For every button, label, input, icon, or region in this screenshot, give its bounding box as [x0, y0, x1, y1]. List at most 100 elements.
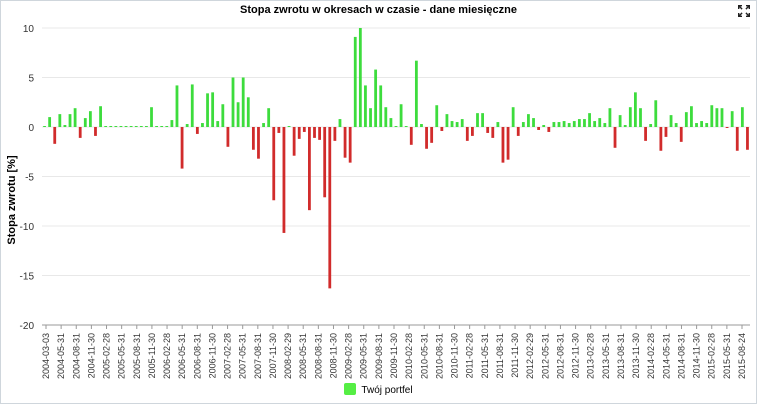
bar[interactable] [654, 100, 658, 127]
bar[interactable] [236, 102, 240, 127]
bar[interactable] [476, 113, 479, 127]
bar[interactable] [746, 127, 749, 150]
bar[interactable] [567, 123, 571, 127]
bar[interactable] [262, 123, 265, 127]
bar[interactable] [603, 123, 607, 127]
bar[interactable] [175, 85, 179, 127]
bar[interactable] [53, 127, 57, 144]
bar[interactable] [333, 127, 337, 141]
bar[interactable] [715, 108, 719, 127]
bar[interactable] [139, 126, 143, 127]
bar[interactable] [389, 118, 393, 127]
bar[interactable] [542, 125, 546, 127]
bar[interactable] [216, 121, 220, 127]
bar[interactable] [231, 77, 235, 128]
bar[interactable] [496, 122, 500, 127]
bar[interactable] [358, 28, 362, 127]
bar[interactable] [460, 119, 464, 127]
bar[interactable] [659, 127, 663, 151]
bar[interactable] [48, 117, 52, 127]
bar[interactable] [465, 127, 469, 141]
bar[interactable] [185, 124, 189, 127]
bar[interactable] [511, 107, 515, 127]
bar[interactable] [572, 121, 576, 127]
bar[interactable] [710, 105, 714, 127]
bar[interactable] [684, 112, 688, 127]
bar[interactable] [63, 125, 67, 127]
bar[interactable] [292, 127, 296, 156]
bar[interactable] [379, 85, 383, 127]
bar[interactable] [206, 93, 209, 127]
bar[interactable] [425, 127, 428, 149]
bar[interactable] [552, 122, 556, 127]
bar[interactable] [302, 127, 306, 132]
bar[interactable] [73, 108, 77, 127]
bar[interactable] [251, 127, 255, 150]
bar[interactable] [257, 127, 260, 159]
bar[interactable] [201, 123, 204, 127]
bar[interactable] [471, 127, 474, 136]
bar[interactable] [272, 127, 276, 201]
bar[interactable] [277, 127, 281, 133]
bar[interactable] [190, 84, 194, 127]
bar[interactable] [313, 127, 316, 138]
bar[interactable] [623, 125, 627, 127]
bar[interactable] [562, 121, 566, 127]
bar[interactable] [700, 121, 704, 127]
bar[interactable] [104, 126, 108, 127]
expand-icon[interactable] [737, 4, 751, 18]
bar[interactable] [481, 113, 484, 127]
bar[interactable] [435, 105, 439, 127]
bar[interactable] [308, 127, 311, 211]
bar[interactable] [124, 126, 128, 127]
bar[interactable] [394, 126, 398, 127]
bar[interactable] [226, 127, 230, 147]
bar[interactable] [287, 126, 291, 127]
bar[interactable] [639, 108, 642, 127]
bar[interactable] [297, 127, 301, 139]
bar[interactable] [644, 127, 647, 141]
bar[interactable] [690, 106, 693, 127]
bar[interactable] [491, 127, 495, 138]
bar[interactable] [725, 127, 729, 128]
bar[interactable] [374, 69, 378, 127]
bar[interactable] [78, 127, 82, 138]
bar[interactable] [160, 126, 164, 127]
bar[interactable] [43, 126, 46, 127]
bar[interactable] [527, 114, 530, 127]
bar[interactable] [649, 124, 653, 127]
bar[interactable] [155, 126, 159, 127]
bar[interactable] [613, 127, 617, 148]
bar[interactable] [516, 127, 520, 136]
bar[interactable] [430, 127, 434, 143]
bar[interactable] [577, 119, 581, 127]
bar[interactable] [211, 92, 215, 127]
bar[interactable] [537, 127, 541, 130]
bar[interactable] [68, 114, 72, 127]
bar[interactable] [557, 122, 561, 127]
bar[interactable] [221, 104, 225, 127]
bar[interactable] [674, 123, 678, 127]
bar[interactable] [583, 119, 586, 127]
bar[interactable] [348, 127, 352, 163]
bar[interactable] [720, 108, 724, 127]
bar[interactable] [547, 127, 551, 132]
bar[interactable] [633, 92, 637, 127]
bar[interactable] [267, 108, 271, 127]
bar[interactable] [246, 97, 250, 127]
bar[interactable] [506, 127, 510, 160]
bar[interactable] [730, 111, 734, 127]
bar[interactable] [119, 126, 123, 127]
bar[interactable] [328, 127, 332, 289]
bar[interactable] [99, 106, 102, 127]
bar[interactable] [414, 60, 418, 127]
bar[interactable] [705, 123, 709, 127]
bar[interactable] [94, 127, 97, 136]
bar[interactable] [486, 127, 490, 133]
bar[interactable] [134, 126, 138, 127]
bar[interactable] [109, 126, 113, 127]
bar[interactable] [593, 121, 597, 127]
bar[interactable] [532, 118, 535, 127]
bar[interactable] [740, 107, 744, 127]
bar[interactable] [58, 114, 62, 127]
